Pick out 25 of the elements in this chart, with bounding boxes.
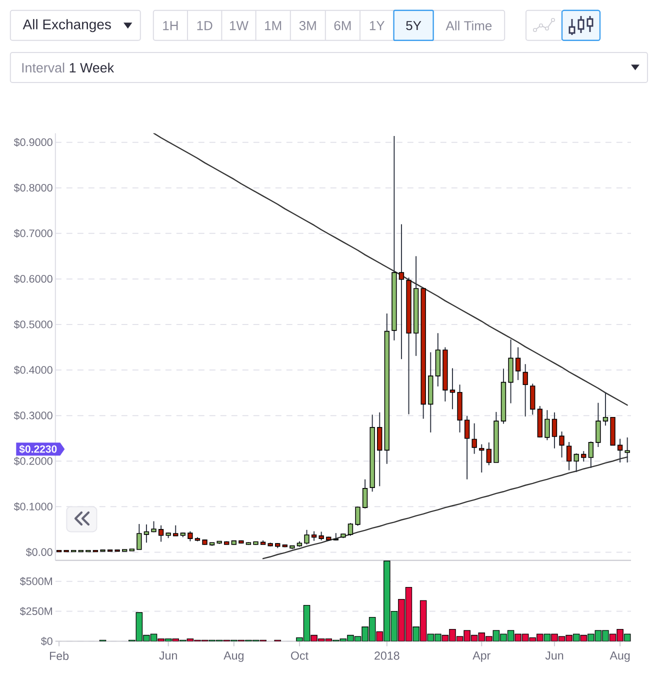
x-tick-label: Oct: [290, 652, 308, 660]
candlestick: [602, 392, 608, 426]
candlestick: [581, 450, 586, 462]
candlestick: [515, 346, 521, 381]
candlestick: [588, 441, 594, 468]
candlestick: [522, 364, 528, 417]
candlestick: [624, 436, 630, 463]
candlestick: [574, 452, 579, 473]
x-tick-label: Aug: [610, 652, 630, 662]
candlestick: [596, 402, 601, 448]
x-tick-label: Jun: [159, 652, 177, 660]
x-tick-label: Feb: [50, 652, 69, 660]
candlestick: [544, 410, 550, 441]
y-tick-label: $500M: [20, 576, 52, 586]
candlestick: [617, 438, 623, 463]
candlestick: [559, 431, 564, 458]
x-tick-label: Jun: [545, 652, 564, 660]
x-tick-label: Aug: [224, 652, 244, 662]
y-tick-label: $250M: [20, 606, 52, 616]
x-tick-label: Apr: [472, 652, 490, 662]
candlestick: [530, 383, 536, 416]
candlestick: [566, 441, 572, 471]
candlestick: [552, 412, 558, 449]
y-tick-label: $0: [40, 636, 52, 646]
x-tick-label: 2018: [374, 652, 400, 660]
